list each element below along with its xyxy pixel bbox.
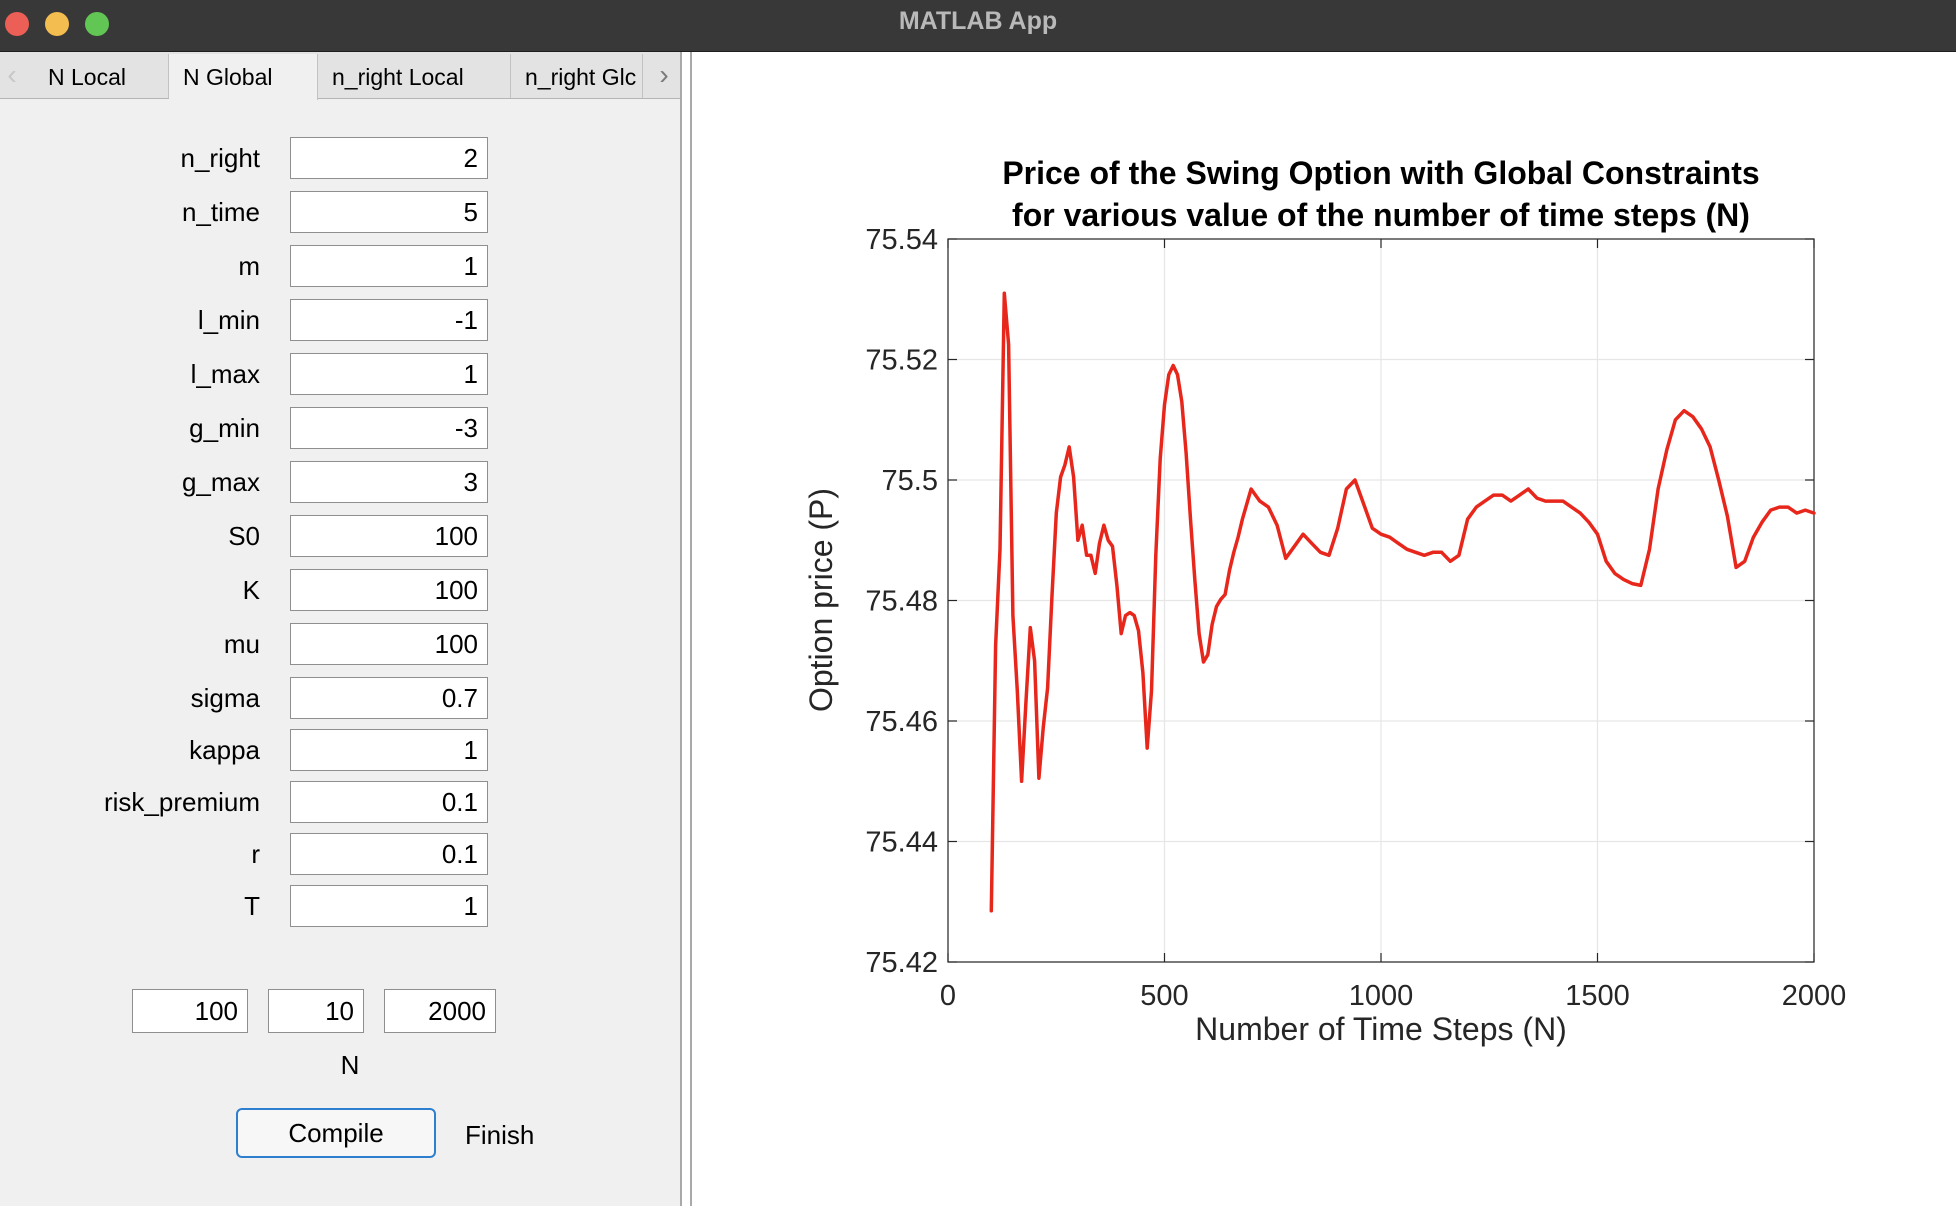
window-title: MATLAB App	[898, 7, 1058, 35]
y-tick-label: 75.46	[865, 706, 938, 738]
tab-nright-local[interactable]: n_right Local	[318, 54, 511, 98]
n-right-field[interactable]: 2	[290, 137, 488, 179]
n-time-field[interactable]: 5	[290, 191, 488, 233]
y-tick-label: 75.54	[865, 224, 938, 256]
l-max-label: l_max	[190, 359, 260, 389]
l-min-label: l_min	[197, 305, 260, 335]
l-min-field[interactable]: -1	[290, 299, 488, 341]
r-field[interactable]: 0.1	[290, 833, 488, 875]
k-field[interactable]: 100	[290, 569, 488, 611]
window-maximize-button[interactable]	[85, 12, 109, 36]
g-min-field[interactable]: -3	[290, 407, 488, 449]
chart-title-line-2: for various value of the number of time …	[1012, 197, 1750, 233]
y-tick-label: 75.5	[882, 465, 938, 497]
chevron-right-icon[interactable]: ›	[659, 59, 669, 90]
tab-nright-global[interactable]: n_right Glc	[511, 54, 643, 98]
y-tick-label: 75.52	[865, 345, 938, 377]
x-tick-label: 1000	[1349, 980, 1414, 1012]
k-label: K	[242, 575, 260, 605]
title-bar: MATLAB App	[0, 0, 1956, 52]
risk-premium-field[interactable]: 0.1	[290, 781, 488, 823]
chart-title-line-1: Price of the Swing Option with Global Co…	[1002, 155, 1759, 191]
finish-button[interactable]: Finish	[465, 1120, 535, 1150]
tab-n-global[interactable]: N Global	[169, 54, 318, 100]
mu-field[interactable]: 100	[290, 623, 488, 665]
tab-n-local[interactable]: N Local	[34, 54, 169, 98]
n-end-field[interactable]: 2000	[384, 989, 496, 1033]
x-tick-label: 0	[940, 980, 956, 1012]
price-chart: 0 500 1000 1500 2000 75.42 75.44 75.46 75.48 75.5…	[803, 155, 1847, 1047]
x-tick-label: 2000	[1782, 980, 1847, 1012]
r-label: r	[251, 839, 260, 869]
y-tick-label: 75.48	[865, 586, 938, 618]
s0-label: S0	[228, 521, 260, 551]
t-field[interactable]: 1	[290, 885, 488, 927]
x-axis-label: Number of Time Steps (N)	[1195, 1011, 1567, 1047]
n-right-label: n_right	[180, 143, 261, 173]
g-max-label: g_max	[181, 467, 260, 497]
compile-button[interactable]: Compile	[236, 1108, 436, 1158]
sigma-field[interactable]: 0.7	[290, 677, 488, 719]
l-max-field[interactable]: 1	[290, 353, 488, 395]
y-axis-label: Option price (P)	[803, 488, 839, 712]
n-range-label: N	[340, 1050, 360, 1080]
n-step-field[interactable]: 10	[268, 989, 364, 1033]
mu-label: mu	[223, 629, 260, 659]
window-close-button[interactable]	[5, 12, 29, 36]
m-label: m	[238, 251, 260, 281]
g-max-field[interactable]: 3	[290, 461, 488, 503]
t-label: T	[244, 891, 260, 921]
risk-premium-label: risk_premium	[103, 787, 260, 817]
sigma-label: sigma	[190, 683, 260, 713]
tab-bar: ‹ N Local N Global n_right Local n_right…	[0, 52, 680, 100]
window-minimize-button[interactable]	[45, 12, 69, 36]
kappa-label: kappa	[189, 735, 260, 765]
kappa-field[interactable]: 1	[290, 729, 488, 771]
x-tick-label: 1500	[1565, 980, 1630, 1012]
y-tick-label: 75.42	[865, 947, 938, 979]
x-tick-label: 500	[1140, 980, 1188, 1012]
chevron-left-icon[interactable]: ‹	[7, 59, 17, 90]
parameters-panel: ‹ N Local N Global n_right Local n_right…	[0, 52, 682, 1206]
chart-panel: 0 500 1000 1500 2000 75.42 75.44 75.46 75.48 75.5…	[690, 52, 1956, 1206]
y-tick-label: 75.44	[865, 827, 938, 859]
n-start-field[interactable]: 100	[132, 989, 248, 1033]
m-field[interactable]: 1	[290, 245, 488, 287]
n-time-label: n_time	[181, 197, 260, 227]
series-line	[989, 291, 1816, 913]
g-min-label: g_min	[189, 413, 260, 443]
s0-field[interactable]: 100	[290, 515, 488, 557]
